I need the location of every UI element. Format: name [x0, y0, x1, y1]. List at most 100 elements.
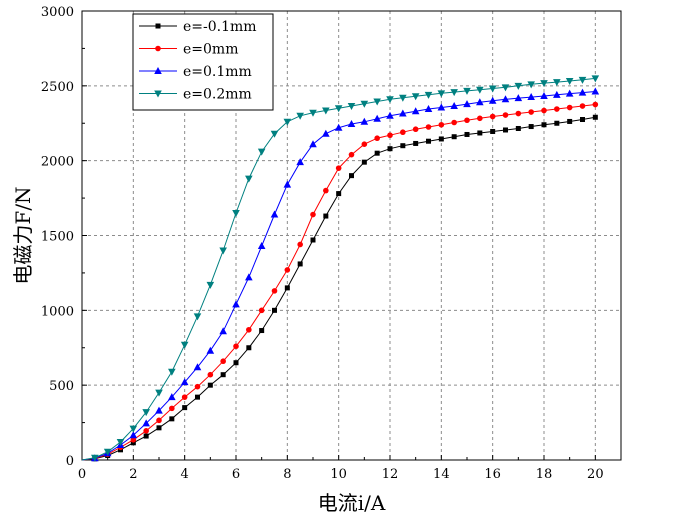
data-point: [464, 131, 470, 137]
data-point: [297, 261, 303, 267]
data-point: [323, 187, 329, 194]
data-point: [565, 89, 574, 97]
data-point: [130, 436, 137, 443]
data-point: [386, 111, 394, 119]
data-point: [361, 159, 367, 165]
y-tick-label: 500: [49, 379, 74, 394]
series-2: [81, 101, 599, 462]
data-point: [207, 371, 214, 378]
data-point: [245, 175, 253, 183]
data-point: [156, 417, 162, 424]
data-point: [220, 358, 226, 365]
data-point: [245, 273, 253, 281]
data-point: [334, 123, 343, 131]
data-point: [284, 267, 291, 273]
data-point: [194, 383, 201, 390]
y-tick-label: 3000: [41, 5, 74, 20]
data-point: [488, 85, 497, 93]
data-point: [490, 128, 496, 134]
data-point: [193, 313, 202, 321]
y-tick-label: 1500: [41, 230, 74, 245]
series-4: [81, 75, 600, 462]
data-point: [387, 132, 393, 139]
data-point: [323, 213, 329, 219]
x-tick-label: 8: [283, 467, 291, 482]
data-point: [425, 124, 432, 130]
data-point: [142, 409, 150, 417]
data-point: [527, 81, 535, 89]
data-point: [232, 210, 240, 218]
data-point: [347, 103, 356, 111]
data-point: [554, 120, 560, 126]
x-tick-label: 12: [382, 467, 399, 482]
legend-label: e=-0.1mm: [183, 19, 257, 35]
data-point: [180, 378, 189, 386]
legend-item: e=-0.1mm: [139, 19, 257, 35]
data-point: [580, 117, 585, 123]
legend-label: e=0mm: [183, 42, 238, 58]
data-point: [554, 106, 560, 112]
data-point: [309, 140, 317, 148]
data-point: [411, 107, 420, 115]
data-point: [233, 360, 239, 366]
x-tick-label: 20: [587, 467, 604, 482]
data-point: [424, 91, 433, 99]
y-axis-title: 电磁力F/N: [11, 186, 35, 284]
data-point: [310, 237, 316, 243]
data-point: [463, 87, 471, 95]
data-point: [360, 117, 369, 125]
data-point: [169, 405, 175, 412]
data-point: [438, 136, 444, 142]
data-point: [322, 107, 330, 115]
data-point: [514, 82, 523, 90]
x-tick-label: 10: [330, 467, 347, 482]
data-point: [206, 346, 215, 354]
data-point: [182, 405, 188, 411]
y-tick-label: 0: [66, 454, 74, 469]
data-point: [399, 94, 407, 102]
data-point: [347, 119, 356, 127]
x-axis-title: 电流i/A: [318, 491, 386, 515]
legend-label: e=0.1mm: [183, 64, 252, 80]
data-point: [296, 112, 304, 120]
data-point: [116, 439, 125, 447]
series-layer: [81, 75, 600, 462]
data-point: [451, 134, 457, 140]
data-point: [463, 100, 471, 108]
data-point: [477, 130, 483, 136]
data-point: [451, 119, 457, 126]
data-point: [437, 90, 446, 98]
data-point: [489, 113, 496, 120]
data-point: [476, 86, 484, 94]
data-point: [592, 114, 598, 120]
data-point: [309, 109, 317, 117]
data-point: [296, 158, 304, 166]
data-point: [464, 117, 470, 124]
data-point: [502, 112, 509, 118]
legend-label: e=0.2mm: [183, 87, 252, 103]
data-point: [399, 109, 407, 117]
data-point: [411, 93, 420, 101]
data-point: [591, 75, 600, 83]
legend-item: e=0.1mm: [139, 64, 252, 80]
data-point: [169, 416, 175, 422]
data-point: [579, 103, 586, 109]
data-point: [514, 94, 523, 102]
data-point: [168, 393, 176, 401]
data-point: [283, 118, 292, 126]
data-point: [566, 104, 573, 111]
x-tick-label: 6: [232, 467, 240, 482]
data-point: [553, 90, 561, 98]
data-point: [578, 76, 587, 84]
data-point: [219, 327, 227, 335]
data-point: [592, 101, 599, 108]
data-point: [129, 425, 138, 433]
data-point: [270, 130, 279, 138]
data-point: [168, 368, 176, 376]
data-point: [129, 431, 138, 439]
data-point: [503, 127, 508, 133]
data-point: [272, 307, 277, 313]
data-point: [591, 87, 600, 95]
data-point: [501, 84, 510, 92]
